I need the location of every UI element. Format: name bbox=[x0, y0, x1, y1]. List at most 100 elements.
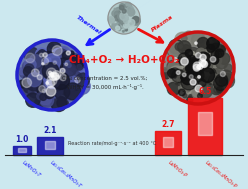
Circle shape bbox=[60, 68, 65, 73]
Circle shape bbox=[51, 74, 53, 76]
Circle shape bbox=[196, 52, 210, 66]
Text: Reaction rate/mol·g⁻¹·s⁻¹ at 400 °C: Reaction rate/mol·g⁻¹·s⁻¹ at 400 °C bbox=[68, 140, 156, 146]
Circle shape bbox=[46, 61, 56, 71]
Circle shape bbox=[43, 53, 47, 57]
Circle shape bbox=[196, 54, 200, 58]
Circle shape bbox=[42, 63, 44, 65]
Circle shape bbox=[39, 86, 45, 92]
Circle shape bbox=[52, 76, 66, 90]
Circle shape bbox=[47, 76, 57, 86]
Circle shape bbox=[216, 74, 228, 86]
Circle shape bbox=[170, 43, 182, 55]
Circle shape bbox=[186, 78, 196, 88]
Circle shape bbox=[190, 79, 196, 85]
Circle shape bbox=[43, 63, 58, 79]
Circle shape bbox=[44, 98, 54, 108]
Circle shape bbox=[167, 48, 175, 55]
Circle shape bbox=[51, 71, 57, 77]
Circle shape bbox=[41, 77, 55, 91]
Circle shape bbox=[202, 40, 215, 53]
Circle shape bbox=[43, 67, 58, 82]
Circle shape bbox=[224, 64, 232, 72]
Circle shape bbox=[39, 53, 43, 57]
Circle shape bbox=[180, 68, 186, 74]
Circle shape bbox=[199, 57, 211, 70]
Circle shape bbox=[119, 4, 125, 9]
Circle shape bbox=[193, 60, 201, 67]
Circle shape bbox=[193, 60, 197, 64]
Circle shape bbox=[185, 64, 197, 77]
Circle shape bbox=[182, 67, 192, 77]
Circle shape bbox=[122, 8, 128, 14]
Circle shape bbox=[192, 55, 208, 70]
Circle shape bbox=[67, 65, 75, 73]
Circle shape bbox=[210, 57, 216, 62]
Circle shape bbox=[203, 62, 213, 72]
Circle shape bbox=[197, 46, 212, 61]
Circle shape bbox=[49, 72, 57, 80]
Circle shape bbox=[200, 66, 211, 77]
Circle shape bbox=[46, 69, 50, 73]
Circle shape bbox=[192, 85, 205, 98]
Circle shape bbox=[179, 68, 192, 81]
Circle shape bbox=[203, 56, 213, 66]
Circle shape bbox=[200, 81, 207, 88]
Circle shape bbox=[72, 86, 84, 98]
Circle shape bbox=[124, 18, 129, 23]
Circle shape bbox=[39, 74, 56, 91]
Circle shape bbox=[194, 63, 199, 68]
Circle shape bbox=[136, 17, 140, 21]
Circle shape bbox=[37, 86, 44, 93]
Bar bbox=[45, 141, 55, 149]
Circle shape bbox=[53, 61, 57, 64]
Circle shape bbox=[44, 67, 60, 83]
Circle shape bbox=[18, 80, 26, 88]
Circle shape bbox=[212, 43, 219, 50]
Circle shape bbox=[189, 75, 193, 79]
Circle shape bbox=[208, 67, 224, 83]
Circle shape bbox=[64, 81, 79, 96]
Text: 1.0: 1.0 bbox=[15, 135, 29, 144]
Circle shape bbox=[39, 53, 48, 63]
Circle shape bbox=[195, 55, 199, 59]
Circle shape bbox=[123, 19, 127, 23]
Circle shape bbox=[218, 52, 223, 57]
Circle shape bbox=[193, 62, 201, 70]
Circle shape bbox=[116, 26, 120, 30]
Circle shape bbox=[198, 47, 207, 56]
Circle shape bbox=[186, 64, 194, 73]
Circle shape bbox=[51, 59, 64, 72]
Circle shape bbox=[18, 68, 25, 75]
Circle shape bbox=[117, 15, 124, 22]
Circle shape bbox=[204, 66, 209, 71]
Circle shape bbox=[181, 75, 196, 90]
Circle shape bbox=[130, 23, 132, 25]
Circle shape bbox=[58, 55, 70, 66]
Circle shape bbox=[39, 82, 48, 91]
Circle shape bbox=[66, 53, 71, 58]
Circle shape bbox=[198, 68, 211, 82]
Circle shape bbox=[45, 62, 49, 66]
Circle shape bbox=[20, 69, 28, 78]
Circle shape bbox=[49, 65, 56, 72]
Circle shape bbox=[52, 46, 62, 56]
Circle shape bbox=[75, 61, 83, 70]
Circle shape bbox=[53, 71, 58, 75]
Circle shape bbox=[54, 60, 62, 69]
Bar bbox=[155, 131, 181, 155]
Circle shape bbox=[193, 58, 206, 71]
Circle shape bbox=[183, 65, 196, 79]
Circle shape bbox=[60, 48, 67, 56]
Circle shape bbox=[52, 73, 55, 76]
Circle shape bbox=[45, 82, 61, 98]
Circle shape bbox=[64, 71, 73, 80]
Circle shape bbox=[49, 84, 56, 91]
Circle shape bbox=[181, 75, 186, 80]
Circle shape bbox=[204, 60, 210, 66]
Circle shape bbox=[179, 85, 183, 90]
Circle shape bbox=[195, 35, 204, 44]
Circle shape bbox=[38, 50, 46, 57]
Circle shape bbox=[54, 85, 70, 100]
Circle shape bbox=[121, 21, 129, 29]
Circle shape bbox=[119, 14, 121, 16]
